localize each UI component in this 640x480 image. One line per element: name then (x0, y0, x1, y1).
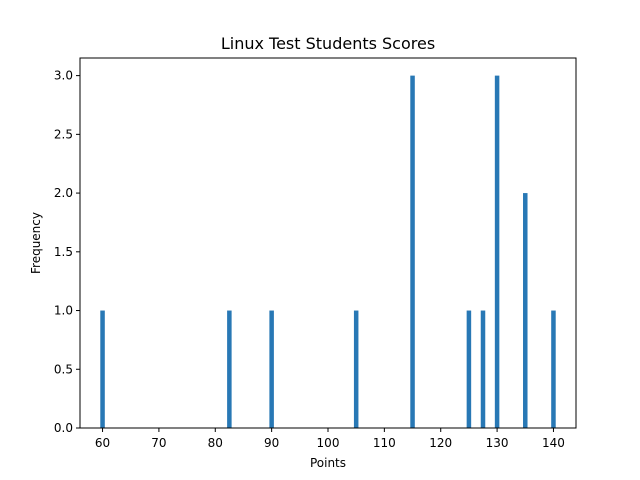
y-axis-label: Frequency (29, 212, 43, 274)
x-tick-label-5: 110 (373, 436, 396, 450)
bar-0 (100, 310, 105, 428)
bar-6 (480, 310, 486, 428)
bar-9 (551, 310, 556, 428)
bar-1 (227, 310, 232, 428)
y-tick-label-4: 2.0 (54, 186, 73, 200)
plot-frame (79, 57, 577, 429)
y-tick-label-6: 3.0 (54, 69, 73, 83)
x-axis-ticks: 60 70 80 90 100 110 120 130 140 (95, 428, 565, 450)
x-tick-label-3: 90 (264, 436, 279, 450)
bar-4 (410, 75, 415, 428)
chart-title: Linux Test Students Scores (221, 34, 435, 53)
y-tick-label-0: 0.0 (54, 421, 73, 435)
bar-2 (269, 310, 274, 428)
y-tick-label-5: 2.5 (54, 127, 73, 141)
x-tick-label-6: 120 (429, 436, 452, 450)
y-tick-label-1: 0.5 (54, 362, 73, 376)
bar-3 (353, 310, 359, 428)
x-tick-label-1: 70 (151, 436, 166, 450)
y-tick-label-3: 1.5 (54, 245, 73, 259)
x-axis-label: Points (310, 456, 346, 470)
y-axis-ticks: 0.0 0.5 1.0 1.5 2.0 2.5 3.0 (54, 69, 80, 435)
x-tick-label-7: 130 (486, 436, 509, 450)
y-tick-label-2: 1.0 (54, 304, 73, 318)
bars-group (100, 75, 556, 428)
x-tick-label-0: 60 (95, 436, 110, 450)
bar-5 (466, 310, 472, 428)
bar-7 (494, 75, 500, 428)
x-tick-label-2: 80 (208, 436, 223, 450)
bar-8 (523, 193, 528, 428)
x-tick-label-4: 100 (317, 436, 340, 450)
x-tick-label-8: 140 (542, 436, 565, 450)
